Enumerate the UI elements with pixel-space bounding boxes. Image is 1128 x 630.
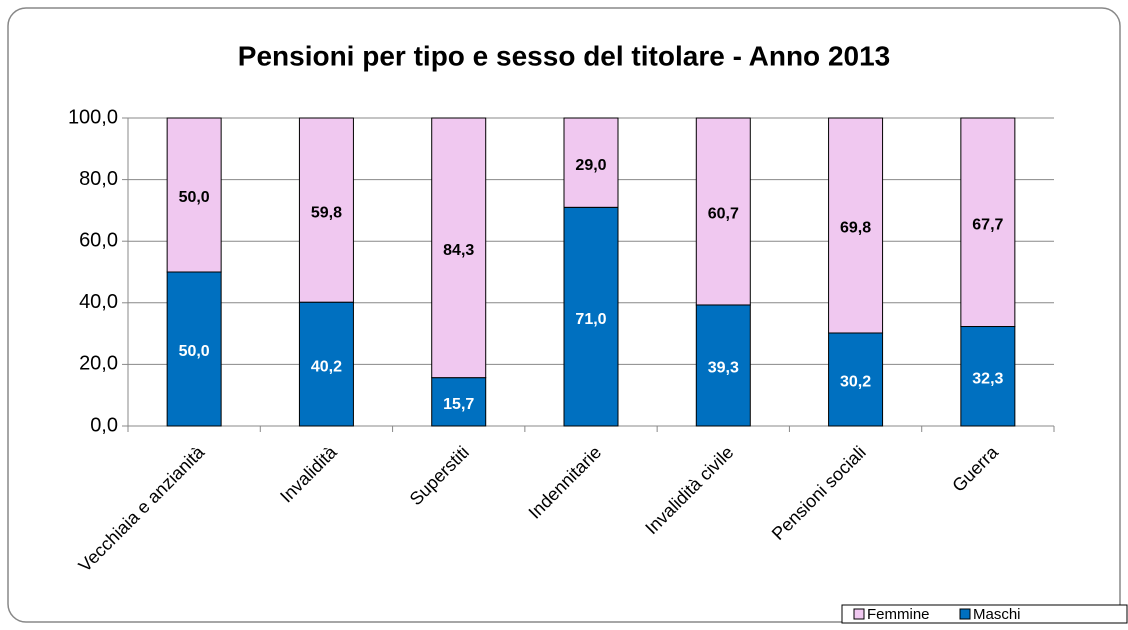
bar-segment: [695, 304, 751, 427]
bar-segment: [166, 117, 222, 273]
bar-segment: [298, 117, 354, 303]
y-tick-label: 80,0: [79, 168, 118, 190]
legend-swatch: [959, 608, 971, 620]
legend-box: [841, 604, 1128, 624]
value-label: 50,0: [179, 343, 210, 360]
legend-label: Maschi: [973, 606, 1021, 623]
value-label: 32,3: [972, 370, 1003, 387]
y-tick-label: 0,0: [90, 414, 118, 436]
y-tick-label: 60,0: [79, 229, 118, 251]
value-label: 30,2: [840, 374, 871, 391]
value-label: 59,8: [311, 204, 342, 221]
y-tick-label: 40,0: [79, 291, 118, 313]
bar-segment: [828, 117, 884, 334]
bar-segment: [563, 117, 619, 208]
chart-title: Pensioni per tipo e sesso del titolare -…: [238, 40, 890, 71]
y-tick-label: 20,0: [79, 353, 118, 375]
bar-segment: [695, 117, 751, 306]
value-label: 60,7: [708, 206, 739, 223]
bar-segment: [828, 332, 884, 427]
value-label: 39,3: [708, 360, 739, 377]
value-label: 69,8: [840, 220, 871, 237]
bar-segment: [298, 301, 354, 427]
value-label: 29,0: [575, 157, 606, 174]
bar-segment: [431, 117, 487, 379]
legend-label: Femmine: [867, 606, 930, 623]
value-label: 40,2: [311, 358, 342, 375]
bar-segment: [563, 206, 619, 427]
bar-segment: [960, 326, 1016, 427]
value-label: 15,7: [443, 396, 474, 413]
value-label: 71,0: [575, 311, 606, 328]
legend-swatch: [853, 608, 865, 620]
bar-segment: [960, 117, 1016, 328]
value-label: 50,0: [179, 189, 210, 206]
y-tick-label: 100,0: [68, 106, 118, 128]
value-label: 84,3: [443, 242, 474, 259]
value-label: 67,7: [972, 216, 1003, 233]
